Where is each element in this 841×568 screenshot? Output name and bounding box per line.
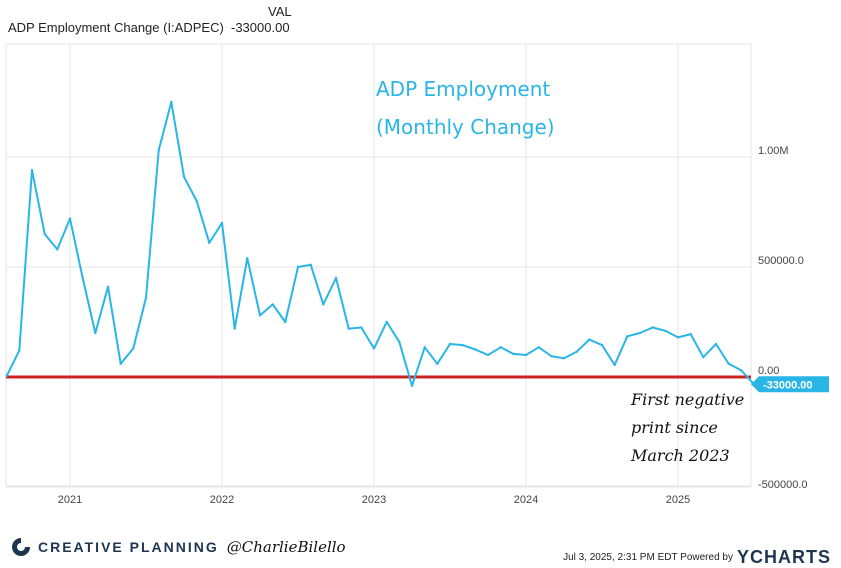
data-point[interactable] [106, 285, 110, 288]
data-point[interactable] [499, 346, 502, 349]
y-tick-label: -500000.0 [758, 479, 808, 491]
data-point[interactable] [651, 326, 654, 329]
data-point[interactable] [550, 354, 553, 358]
data-point[interactable] [144, 296, 148, 299]
last-value-tag [751, 376, 829, 393]
data-point[interactable] [562, 357, 566, 360]
data-point[interactable] [423, 346, 426, 349]
x-tick-label: 2022 [210, 494, 234, 506]
ycharts-logo[interactable]: YCHARTS [736, 547, 831, 567]
chart-title-line-2: (Monthly Change) [376, 115, 555, 139]
annotation-line: print since [631, 418, 718, 437]
data-point[interactable] [30, 169, 34, 172]
data-point[interactable] [512, 352, 515, 356]
y-tick-label: 500000.0 [758, 255, 804, 267]
data-point[interactable] [271, 303, 274, 306]
data-point[interactable] [664, 329, 667, 332]
legend-column-header: VAL [268, 4, 292, 19]
data-point[interactable] [676, 336, 680, 339]
data-point[interactable] [436, 362, 439, 365]
data-point[interactable] [613, 363, 616, 367]
data-point[interactable] [81, 276, 84, 280]
data-point[interactable] [524, 353, 528, 357]
data-point[interactable] [702, 356, 705, 359]
data-point[interactable] [727, 362, 730, 365]
data-point[interactable] [157, 149, 160, 152]
data-point[interactable] [56, 248, 59, 251]
data-point[interactable] [119, 362, 122, 365]
data-point[interactable] [347, 327, 350, 330]
footer-brand-area: CREATIVE PLANNING @CharlieBilello [10, 535, 346, 559]
y-tick-label: 1.00M [758, 145, 789, 157]
footer-brand-name: CREATIVE PLANNING [38, 539, 219, 555]
data-point[interactable] [94, 331, 97, 335]
data-point[interactable] [740, 369, 743, 372]
data-point[interactable] [258, 314, 262, 317]
data-point[interactable] [68, 217, 72, 220]
chart-labels: -33000.00 ADP Employment (Monthly Change) F… [376, 77, 829, 465]
data-point[interactable] [170, 100, 173, 104]
data-point[interactable] [372, 347, 376, 350]
footer-handle: @CharlieBilello [226, 538, 346, 556]
footer-timestamp: Jul 3, 2025, 2:31 PM EDT Powered by [563, 552, 733, 563]
data-point[interactable] [18, 349, 21, 352]
data-point[interactable] [385, 320, 388, 324]
data-point[interactable] [410, 384, 414, 387]
plot-frame [5, 43, 752, 487]
creative-planning-logo-icon [12, 538, 30, 556]
data-point[interactable] [575, 350, 578, 353]
series-layer [5, 100, 756, 387]
y-tick-label: 0.00 [758, 365, 779, 377]
data-point[interactable] [714, 342, 718, 346]
data-point[interactable] [208, 241, 211, 244]
data-point[interactable] [322, 303, 325, 306]
data-point[interactable] [600, 343, 604, 347]
data-point[interactable] [246, 257, 249, 260]
last-value-label: -33000.00 [763, 379, 813, 391]
data-point[interactable] [233, 327, 236, 330]
footer-attribution: Jul 3, 2025, 2:31 PM EDT Powered by YCHA… [563, 547, 831, 568]
annotation-line: March 2023 [630, 446, 730, 465]
data-point[interactable] [588, 338, 591, 341]
x-tick-label: 2021 [58, 494, 82, 506]
data-point[interactable] [182, 175, 186, 178]
data-point[interactable] [474, 348, 477, 351]
axes: 1.00M 500000.0 0.00 -500000.0 2021 2022 2023 20… [58, 145, 808, 506]
data-point[interactable] [43, 232, 46, 236]
data-point[interactable] [195, 199, 198, 203]
data-point[interactable] [132, 347, 135, 350]
legend-series-value: -33000.00 [231, 20, 290, 35]
data-point[interactable] [537, 346, 540, 349]
x-tick-label: 2023 [362, 494, 386, 506]
data-point[interactable] [626, 335, 629, 338]
annotation-line: First negative [630, 390, 744, 409]
series-line[interactable] [5, 101, 755, 387]
legend-series-name[interactable]: ADP Employment Change (I:ADPEC) [8, 20, 224, 35]
data-point[interactable] [486, 353, 490, 357]
data-point[interactable] [220, 221, 224, 225]
x-tick-label: 2025 [666, 494, 690, 506]
data-point[interactable] [284, 320, 287, 324]
data-point[interactable] [461, 343, 464, 347]
data-point[interactable] [309, 263, 312, 266]
gridlines [5, 43, 752, 488]
x-tick-label: 2024 [514, 494, 538, 506]
data-point[interactable] [334, 276, 338, 280]
data-point[interactable] [360, 326, 363, 329]
data-point[interactable] [448, 342, 452, 346]
data-point[interactable] [296, 265, 300, 269]
data-point[interactable] [5, 374, 8, 378]
chart-legend: VAL ADP Employment Change (I:ADPEC) -330… [8, 4, 308, 38]
data-point[interactable] [398, 340, 401, 343]
data-point[interactable] [689, 332, 692, 336]
chart-title-line-1: ADP Employment [376, 77, 550, 101]
data-point[interactable] [638, 331, 642, 335]
